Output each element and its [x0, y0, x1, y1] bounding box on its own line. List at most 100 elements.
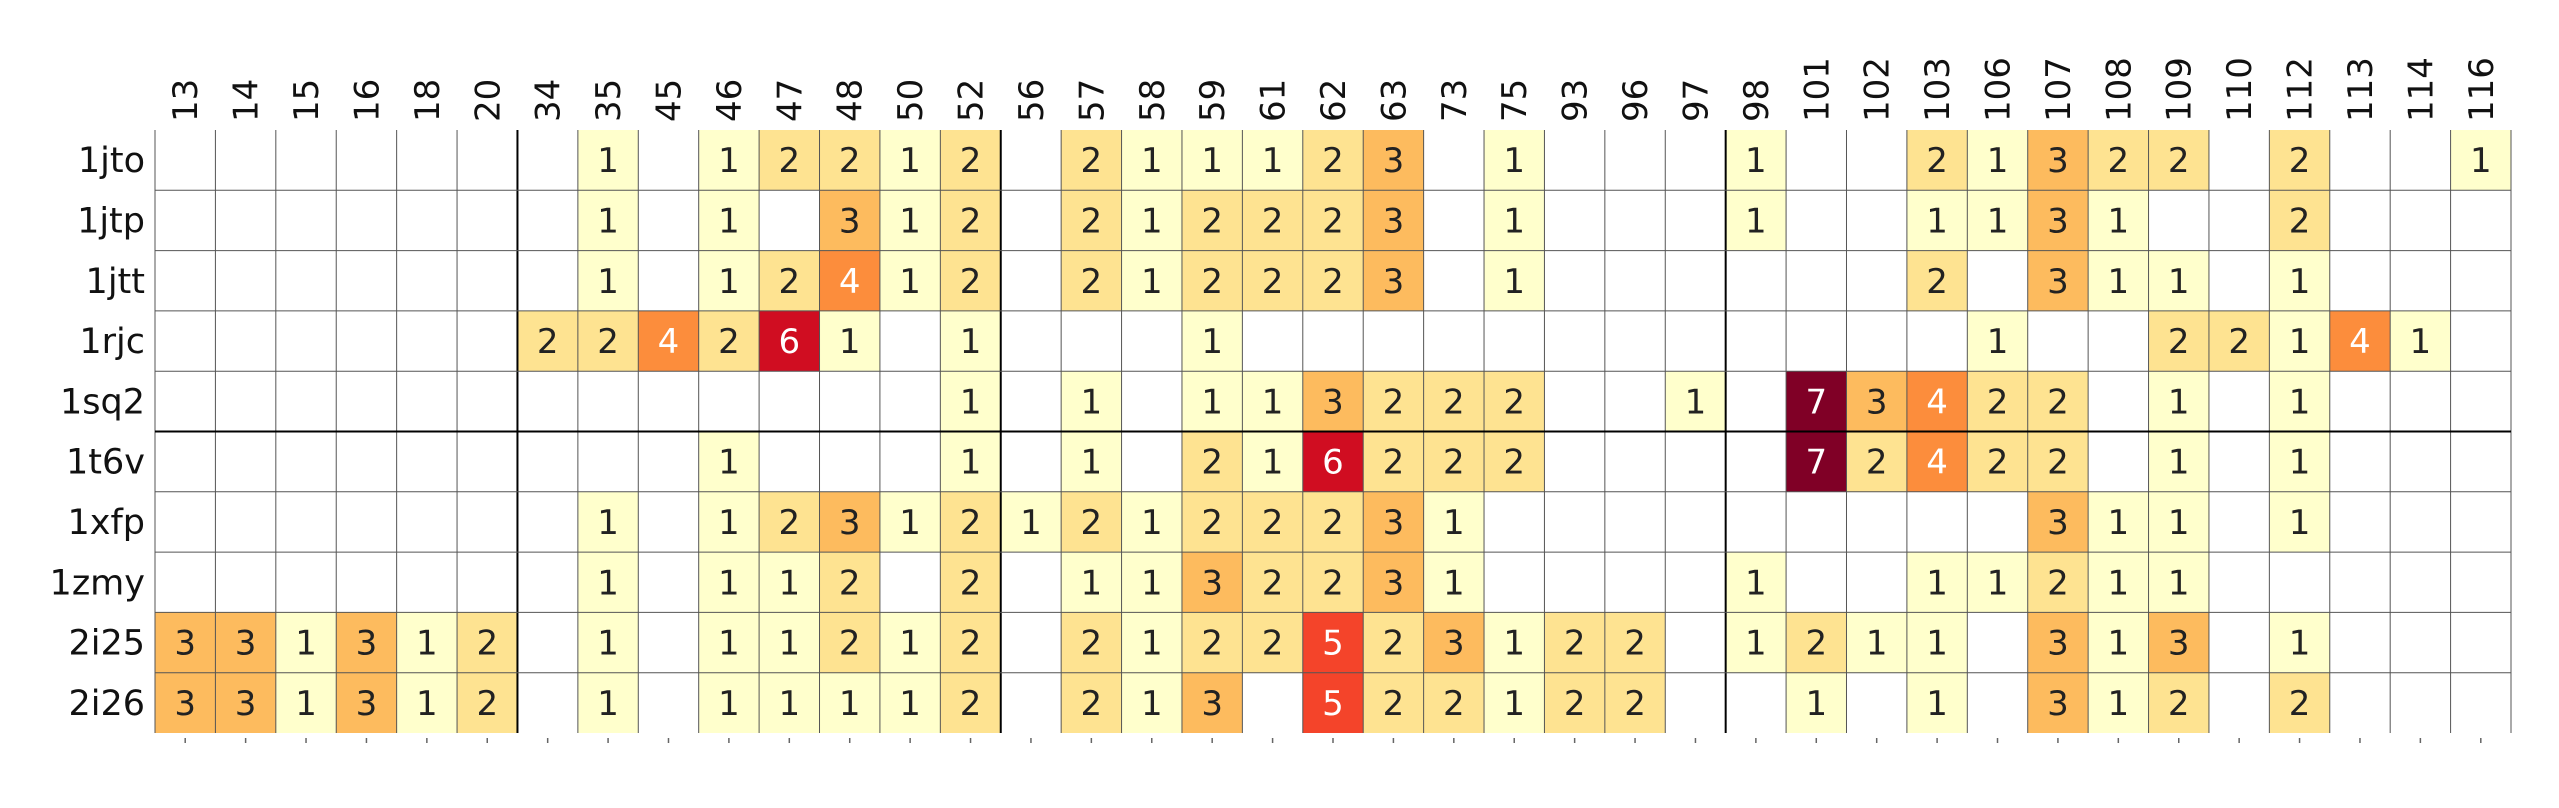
cell-value-label: 1: [1987, 322, 2009, 362]
heatmap-cell: [759, 672, 820, 733]
cell-value-label: 1: [295, 684, 317, 724]
heatmap-cell: [940, 431, 1001, 492]
heatmap-cell: [2148, 672, 2209, 733]
heatmap-cell: [2148, 612, 2209, 673]
cell-value-label: 2: [839, 624, 861, 664]
heatmap-cell: [1604, 612, 1666, 673]
cell-value-label: 2: [476, 684, 498, 724]
cell-value-label: 1: [778, 563, 800, 603]
heatmap-cell: [2027, 491, 2089, 553]
cell-value-label: 1: [2108, 262, 2130, 302]
heatmap-cell: [1544, 612, 1605, 673]
cell-value-label: 1: [1926, 563, 1948, 603]
heatmap-cell: [1181, 250, 1243, 311]
heatmap-cell: [1967, 310, 2028, 372]
cell-value-label: 2: [1262, 563, 1284, 603]
heatmap-cell: [577, 190, 639, 251]
heatmap-cell: [2148, 250, 2209, 311]
cell-value-label: 1: [1503, 624, 1525, 664]
heatmap-cell: [2148, 130, 2209, 191]
cell-value-label: 1: [718, 624, 740, 664]
column-label: 50: [891, 79, 931, 122]
cell-value-label: 1: [1201, 322, 1223, 362]
heatmap-cell: [1363, 672, 1424, 733]
heatmap-cell: [940, 552, 1001, 613]
row-label: 1sq2: [60, 382, 145, 422]
heatmap-cell: [577, 250, 639, 311]
cell-value-label: 2: [1624, 684, 1646, 724]
heatmap-cell: [759, 612, 820, 673]
heatmap-cell: [1484, 672, 1545, 733]
cell-value-label: 2: [2228, 322, 2250, 362]
heatmap-cell: [819, 491, 880, 553]
cell-value-label: 2: [1262, 624, 1284, 664]
heatmap-cell: [2027, 371, 2089, 432]
cell-value-label: 2: [960, 141, 982, 181]
cell-value-label: 1: [899, 141, 921, 181]
heatmap-cell: [1363, 431, 1424, 492]
cell-value-label: 1: [1141, 141, 1163, 181]
cell-value-label: 1: [718, 503, 740, 543]
column-label: 45: [649, 79, 689, 122]
heatmap-cell: [1604, 672, 1666, 733]
heatmap-cell: [1423, 371, 1485, 432]
cell-value-label: 1: [1141, 624, 1163, 664]
heatmap-cell: [2027, 130, 2089, 191]
cell-value-label: 2: [476, 624, 498, 664]
heatmap-cell: [1121, 190, 1182, 251]
heatmap-cell: [2269, 310, 2330, 372]
heatmap-cell: [1484, 130, 1545, 191]
heatmap-cell: [215, 672, 276, 733]
cell-value-label: 3: [2047, 684, 2069, 724]
column-label: 52: [952, 79, 992, 122]
heatmap-cell: [698, 431, 760, 492]
column-label: 20: [468, 79, 508, 122]
cell-value-label: 1: [597, 684, 619, 724]
heatmap-cell: [517, 310, 578, 372]
cell-value-label: 2: [1262, 503, 1284, 543]
heatmap-cell: [1484, 371, 1545, 432]
heatmap-cell: [1725, 190, 1787, 251]
heatmap-cell: [759, 310, 820, 372]
cell-value-label: 4: [658, 322, 680, 362]
cell-value-label: 1: [718, 201, 740, 241]
cell-value-label: 2: [1201, 624, 1223, 664]
cell-value-label: 6: [1322, 443, 1344, 483]
heatmap-cell: [2269, 250, 2330, 311]
cell-value-label: 1: [295, 624, 317, 664]
column-label: 18: [408, 79, 448, 122]
heatmap-cell: [1121, 552, 1182, 613]
cell-value-label: 1: [416, 624, 438, 664]
heatmap-cell: [1484, 250, 1545, 311]
cell-value-label: 2: [1262, 201, 1284, 241]
heatmap-cell: [1181, 130, 1243, 191]
heatmap-cell: [2148, 371, 2209, 432]
cell-value-label: 3: [2168, 624, 2190, 664]
cell-value-label: 2: [1564, 624, 1586, 664]
cell-value-label: 2: [960, 503, 982, 543]
heatmap-cell: [1181, 552, 1243, 613]
cell-value-label: 1: [1745, 201, 1767, 241]
cell-value-label: 2: [1383, 624, 1405, 664]
row-labels: 1jto 1jtp 1jtt 1rjc 1sq2 1t6v 1xfp 1zmy 2i25 2i26: [50, 141, 145, 724]
cell-value-label: 3: [1866, 382, 1888, 422]
heatmap-cell: [2088, 491, 2149, 553]
cell-value-label: 2: [2289, 201, 2311, 241]
heatmap-cell: [1967, 190, 2028, 251]
cell-value-label: 2: [2289, 141, 2311, 181]
heatmap-cell: [1725, 612, 1787, 673]
cell-value-label: 3: [235, 684, 257, 724]
cell-value-label: 2: [960, 684, 982, 724]
cell-value-label: 2: [2168, 322, 2190, 362]
cell-value-label: 1: [597, 503, 619, 543]
heatmap-cell: [155, 612, 216, 673]
column-label: 112: [2281, 57, 2321, 122]
cell-value-label: 1: [899, 684, 921, 724]
heatmap-cell: [1786, 612, 1847, 673]
cell-value-label: 2: [778, 141, 800, 181]
heatmap-cell: [2269, 491, 2330, 553]
cell-value-label: 2: [2168, 141, 2190, 181]
heatmap-cells: [155, 130, 2511, 733]
cell-value-label: 6: [778, 322, 800, 362]
heatmap-cell: [819, 612, 880, 673]
